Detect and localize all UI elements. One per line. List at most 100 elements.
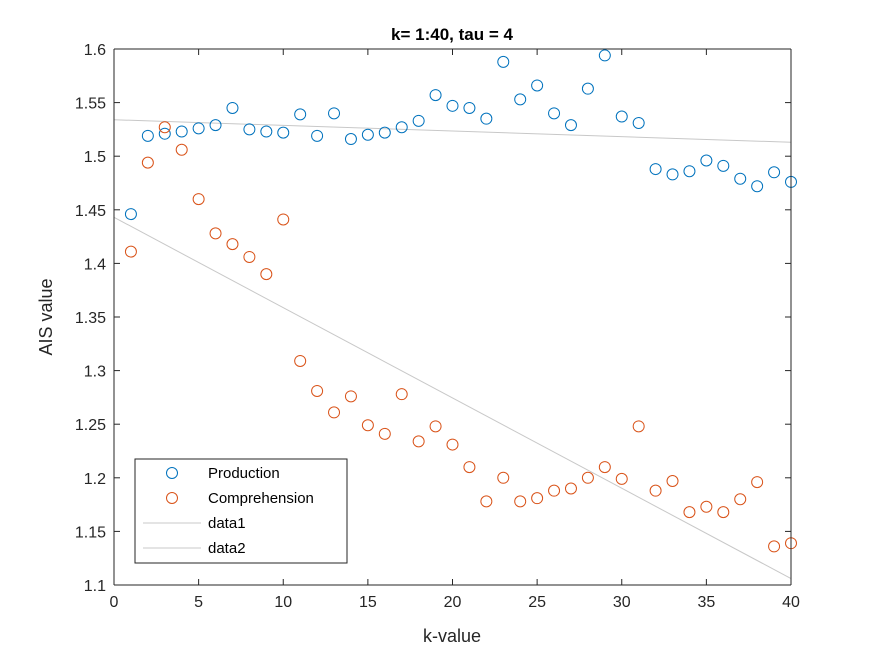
- legend-box: [134, 458, 348, 564]
- y-tick-label: 1.2: [84, 471, 106, 488]
- comprehension-point: [344, 390, 357, 403]
- comprehension-point: [768, 540, 781, 553]
- production-point: [734, 172, 747, 185]
- production-point: [141, 129, 154, 142]
- production-point: [548, 107, 561, 120]
- production-point: [429, 89, 442, 102]
- production-point: [192, 122, 205, 135]
- production-point: [209, 119, 222, 132]
- chart-title: k= 1:40, tau = 4: [391, 25, 513, 44]
- comprehension-point: [260, 268, 273, 281]
- production-point: [158, 127, 171, 140]
- production-point: [243, 123, 256, 136]
- fit-line-data1: [113, 119, 792, 143]
- comprehension-point: [700, 500, 713, 513]
- production-point: [361, 128, 374, 141]
- comprehension-point: [429, 420, 442, 433]
- comprehension-point: [209, 227, 222, 240]
- production-point: [615, 110, 628, 123]
- comprehension-point: [158, 121, 171, 134]
- production-point: [649, 163, 662, 176]
- production-point: [564, 119, 577, 132]
- comprehension-point: [751, 476, 764, 489]
- production-point: [666, 168, 679, 181]
- production-point: [446, 99, 459, 112]
- x-tick-label: 0: [110, 594, 119, 611]
- production-point: [175, 125, 188, 138]
- y-tick-label: 1.4: [84, 256, 106, 273]
- comprehension-point: [717, 506, 730, 519]
- legend-entry-data2-label: data2: [208, 540, 246, 557]
- comprehension-point: [192, 193, 205, 206]
- comprehension-point: [564, 482, 577, 495]
- y-tick-label: 1.5: [84, 149, 106, 166]
- comprehension-point: [294, 354, 307, 367]
- x-tick-label: 30: [613, 594, 631, 611]
- legend-entry-production-marker: [166, 467, 178, 479]
- fit-line-data2: [113, 216, 792, 580]
- legend-entry-production-label: Production: [208, 465, 280, 482]
- comprehension-point: [226, 238, 239, 251]
- comprehension-point: [514, 495, 527, 508]
- x-tick-label: 20: [444, 594, 462, 611]
- production-point: [768, 166, 781, 179]
- y-tick-label: 1.3: [84, 364, 106, 381]
- comprehension-point: [141, 156, 154, 169]
- legend-entry-comprehension-marker: [166, 492, 178, 504]
- production-point: [632, 116, 645, 129]
- production-point: [226, 101, 239, 114]
- x-tick-label: 40: [782, 594, 800, 611]
- production-point: [581, 82, 594, 95]
- comprehension-point: [243, 250, 256, 263]
- y-tick-label: 1.15: [75, 524, 106, 541]
- production-point: [480, 112, 493, 125]
- comprehension-point: [277, 213, 290, 226]
- production-point: [683, 165, 696, 178]
- production-point: [412, 114, 425, 127]
- comprehension-point: [361, 419, 374, 432]
- production-point: [598, 49, 611, 62]
- comprehension-point: [480, 495, 493, 508]
- comprehension-point: [632, 420, 645, 433]
- comprehension-point: [497, 471, 510, 484]
- comprehension-point: [395, 388, 408, 401]
- production-point: [294, 108, 307, 121]
- production-point: [531, 79, 544, 92]
- comprehension-point: [598, 461, 611, 474]
- production-point: [514, 93, 527, 106]
- production-point: [497, 55, 510, 68]
- comprehension-point: [649, 484, 662, 497]
- legend-entry-data1-label: data1: [208, 515, 246, 532]
- production-point: [344, 133, 357, 146]
- production-point: [124, 208, 137, 221]
- comprehension-point: [581, 471, 594, 484]
- production-point: [463, 101, 476, 114]
- fit-lines: [113, 119, 792, 580]
- production-point: [277, 126, 290, 139]
- comprehension-point: [548, 484, 561, 497]
- comprehension-point: [615, 472, 628, 485]
- y-tick-label: 1.25: [75, 417, 106, 434]
- y-axis-label: AIS value: [36, 278, 56, 355]
- comprehension-point: [124, 245, 137, 258]
- comprehension-point: [531, 492, 544, 505]
- production-point: [717, 159, 730, 172]
- y-tick-label: 1.55: [75, 96, 106, 113]
- y-tick-label: 1.6: [84, 42, 106, 59]
- comprehension-point: [734, 493, 747, 506]
- x-tick-label: 5: [194, 594, 203, 611]
- x-axis-label: k-value: [423, 626, 481, 646]
- y-tick-label: 1.1: [84, 578, 106, 595]
- legend: Production Comprehension data1 data2: [134, 458, 348, 564]
- y-tick-label: 1.45: [75, 203, 106, 220]
- comprehension-point: [463, 461, 476, 474]
- comprehension-point: [311, 384, 324, 397]
- production-point: [328, 107, 341, 120]
- production-point: [700, 154, 713, 167]
- comprehension-point: [378, 427, 391, 440]
- production-point: [395, 121, 408, 134]
- x-tick-label: 15: [359, 594, 377, 611]
- comprehension-point: [175, 143, 188, 156]
- comprehension-point: [666, 475, 679, 488]
